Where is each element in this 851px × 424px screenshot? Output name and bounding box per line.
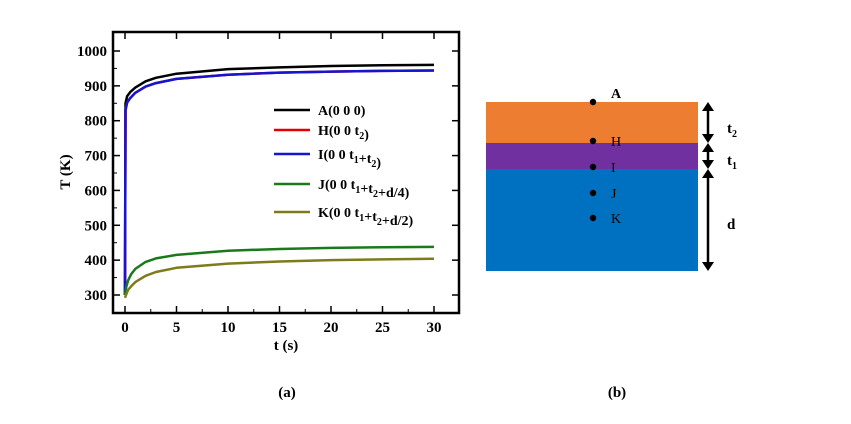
x-tick-label: 0 bbox=[121, 320, 129, 336]
legend-label: H(0 0 t2) bbox=[318, 124, 369, 143]
legend-label: K(0 0 t1+t2+d/2) bbox=[318, 206, 414, 229]
point-label: I bbox=[611, 161, 616, 176]
thickness-label: d bbox=[727, 217, 736, 233]
point-a bbox=[589, 98, 597, 106]
y-tick-label: 800 bbox=[85, 114, 108, 130]
arrow-head-down-icon bbox=[702, 134, 714, 143]
y-tick-label: 400 bbox=[85, 253, 108, 269]
layer-top bbox=[486, 102, 698, 143]
y-tick-label: 900 bbox=[85, 79, 108, 95]
x-tick-label: 15 bbox=[272, 320, 287, 336]
thickness-label: t1 bbox=[727, 153, 737, 172]
y-tick-label: 500 bbox=[85, 218, 108, 234]
x-tick-label: 25 bbox=[375, 320, 390, 336]
point-j bbox=[589, 189, 597, 197]
point-i bbox=[589, 163, 597, 171]
y-tick-label: 600 bbox=[85, 183, 108, 199]
legend-label: I(0 0 t1+t2) bbox=[318, 148, 381, 171]
caption-b: (b) bbox=[608, 385, 626, 401]
temperature-chart: 0 5 10 15 20 25 30 300 400 500 600 700 800 900 1000 A(… bbox=[58, 30, 461, 401]
series-line-a bbox=[123, 63, 435, 296]
caption-a: (a) bbox=[278, 385, 296, 401]
arrow-head-down-icon bbox=[702, 160, 714, 169]
x-tick-label: 20 bbox=[324, 320, 339, 336]
legend-label: A(0 0 0) bbox=[318, 104, 366, 119]
arrow-head-up-icon bbox=[702, 143, 714, 152]
legend-label: J(0 0 t1+t2+d/4) bbox=[318, 178, 410, 201]
point-label: K bbox=[611, 212, 621, 227]
y-tick-label: 300 bbox=[85, 288, 108, 304]
point-label: J bbox=[611, 187, 617, 202]
arrow-head-down-icon bbox=[702, 262, 714, 271]
y-tick-label: 1000 bbox=[77, 44, 107, 60]
x-tick-label: 30 bbox=[427, 320, 442, 336]
thickness-label: t2 bbox=[727, 121, 737, 140]
series-line-j bbox=[123, 245, 435, 296]
series-line-k bbox=[123, 257, 435, 299]
x-axis-label: t (s) bbox=[274, 338, 299, 354]
point-label: A bbox=[611, 87, 622, 102]
point-label: H bbox=[611, 135, 621, 150]
x-tick-label: 5 bbox=[173, 320, 181, 336]
y-axis-label: T (K) bbox=[58, 154, 74, 189]
arrow-head-up-icon bbox=[702, 102, 714, 111]
series-line-i bbox=[123, 69, 435, 296]
point-k bbox=[589, 214, 597, 222]
arrow-head-up-icon bbox=[702, 169, 714, 178]
x-tick-label: 10 bbox=[221, 320, 236, 336]
y-tick-label: 700 bbox=[85, 149, 108, 165]
point-h bbox=[589, 137, 597, 145]
